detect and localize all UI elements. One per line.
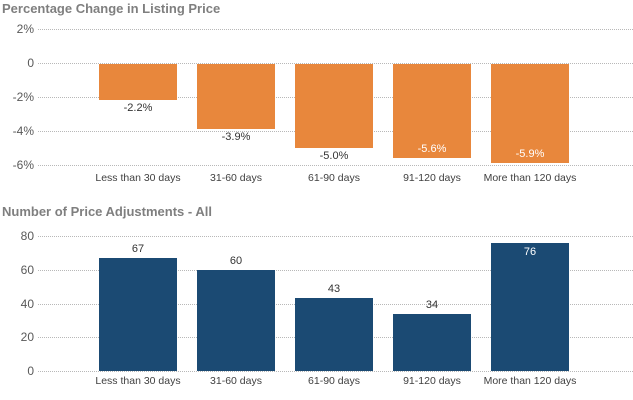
y-axis-tick-label: 80	[20, 229, 34, 243]
bar-less-than-30-days[interactable]	[99, 257, 177, 371]
gridline	[38, 269, 633, 271]
bar-value-label: 60	[229, 254, 243, 267]
x-axis-category-label: 31-60 days	[210, 172, 262, 184]
gridline	[38, 63, 633, 64]
plot-area: 2% 0 -2% -4% -6% -2.2% Less than 30 days -3.9% 3…	[12, 22, 633, 184]
bar-value-label: -3.9%	[221, 131, 251, 144]
bar-value-label: -5.9%	[515, 148, 545, 161]
y-axis-tick-label: -6%	[12, 158, 34, 172]
x-axis-category-label: More than 120 days	[483, 172, 577, 184]
gridline	[38, 29, 633, 30]
y-axis-tick-label: 0	[27, 56, 34, 70]
gridline	[38, 236, 633, 237]
bar-61-90-days[interactable]	[295, 298, 373, 371]
bar-value-label: 43	[327, 283, 341, 296]
bar-value-label: 34	[425, 298, 439, 311]
bar-value-label: -5.0%	[319, 150, 349, 162]
bar-91-120-days[interactable]	[393, 64, 471, 159]
gridline	[38, 371, 633, 372]
x-axis-category-label: Less than 30 days	[95, 172, 181, 184]
bar-31-60-days[interactable]	[197, 269, 275, 371]
x-axis-category-label: 91-120 days	[403, 172, 461, 184]
chart-title: Percentage Change in Listing Price	[2, 1, 221, 16]
x-axis-category-label: More than 120 days	[483, 375, 577, 387]
bar-31-60-days[interactable]	[197, 64, 275, 130]
pct-change-listing-price-chart: Percentage Change in Listing Price 2% 0 -2…	[2, 1, 633, 184]
y-axis-tick-label: 0	[27, 364, 34, 378]
price-adjustments-chart: Number of Price Adjustments - All 80 60 40…	[0, 200, 633, 400]
x-axis-category-label: 31-60 days	[210, 375, 262, 387]
y-axis-tick-label: 2%	[16, 22, 34, 36]
bar-value-label: -2.2%	[123, 102, 153, 115]
bar-value-label: 76	[523, 245, 537, 258]
chart-title: Number of Price Adjustments - All	[2, 204, 212, 219]
y-axis-tick-label: -4%	[12, 124, 34, 138]
x-axis-category-label: 61-90 days	[308, 375, 360, 387]
y-axis-tick-label: -2%	[12, 90, 34, 104]
x-axis-category-label: 91-120 days	[403, 375, 461, 387]
bar-more-than-120-days[interactable]	[491, 64, 569, 164]
x-axis-category-label: Less than 30 days	[95, 375, 181, 387]
y-axis-tick-label: 60	[20, 262, 34, 277]
bar-61-90-days[interactable]	[295, 64, 373, 148]
bar-value-label: 67	[131, 242, 145, 255]
y-axis-tick-label: 40	[20, 296, 34, 311]
x-axis-category-label: 61-90 days	[308, 172, 360, 184]
bar-less-than-30-days[interactable]	[99, 64, 177, 101]
bar-value-label: -5.6%	[417, 143, 447, 156]
bar-more-than-120-days[interactable]	[491, 242, 569, 371]
gridline	[38, 165, 633, 166]
plot-area: 80 60 40 20 0 67 Less than 30 days 60 31-60 days…	[0, 200, 633, 400]
bar-91-120-days[interactable]	[393, 313, 471, 371]
y-axis-tick-label: 20	[20, 330, 34, 345]
